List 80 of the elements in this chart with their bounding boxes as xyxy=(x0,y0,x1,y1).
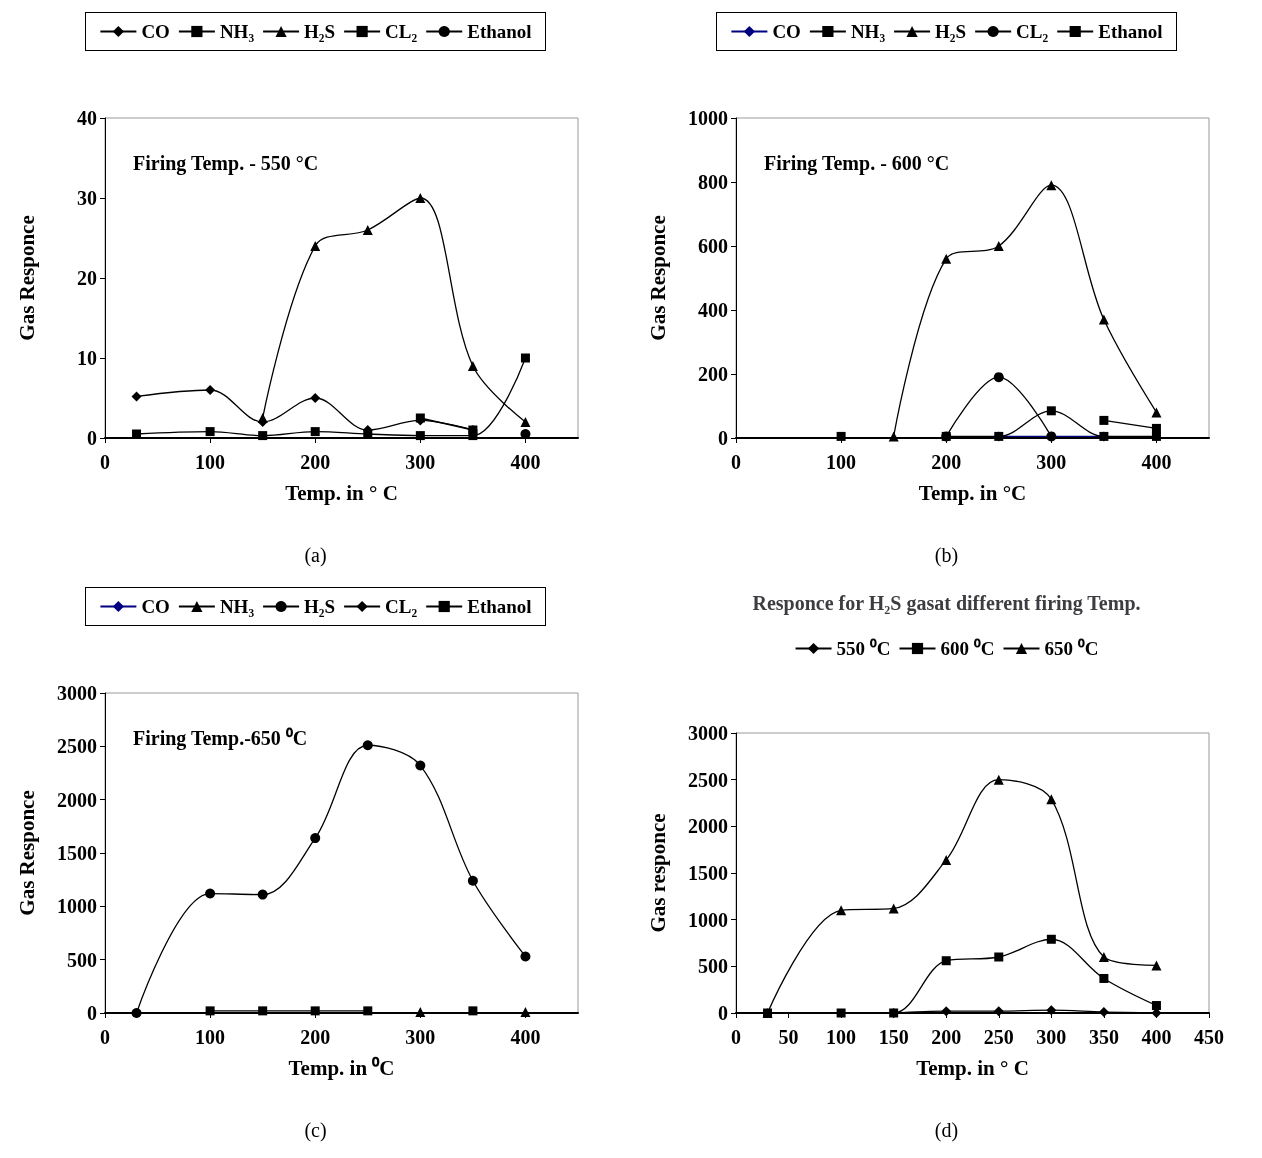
y-tick-label: 20 xyxy=(77,267,97,289)
legend-label: H₂S xyxy=(304,21,336,42)
x-tick-label: 100 xyxy=(826,451,857,473)
x-tick-label: 300 xyxy=(405,1026,436,1048)
y-tick-label: 1000 xyxy=(57,895,97,918)
x-tick-label: 300 xyxy=(405,451,436,473)
text: (c) xyxy=(304,1119,327,1142)
y-axis-title: Gas Responce xyxy=(14,790,39,916)
legend-label: 550 ⁰C xyxy=(836,638,891,659)
x-axis-title: Temp. in ° C xyxy=(916,1055,1029,1080)
legend-label: 600 ⁰C xyxy=(940,638,995,659)
y-tick-label: 200 xyxy=(698,363,728,385)
legend-label: Ethanol xyxy=(467,21,532,42)
y-tick-label: 1000 xyxy=(688,107,728,129)
x-tick-label: 200 xyxy=(300,451,331,473)
x-tick-label: 250 xyxy=(983,1026,1014,1048)
y-tick-label: 0 xyxy=(718,427,728,449)
x-tick-label: 50 xyxy=(778,1026,799,1048)
y-tick-label: 400 xyxy=(698,299,728,321)
y-tick-label: 40 xyxy=(77,107,97,129)
legend-label: CL₂ xyxy=(1016,21,1049,42)
x-tick-label: 150 xyxy=(878,1026,909,1048)
y-tick-label: 2000 xyxy=(688,815,728,838)
x-tick-label: 100 xyxy=(195,451,226,473)
y-tick-label: 3000 xyxy=(57,682,97,704)
x-tick-label: 400 xyxy=(1141,1026,1172,1048)
legend-label: Ethanol xyxy=(1098,21,1163,42)
legend-label: NH₃ xyxy=(219,596,255,617)
x-tick-label: 400 xyxy=(510,1026,541,1048)
legend-label: H₂S xyxy=(935,21,967,42)
y-tick-label: 800 xyxy=(698,171,728,193)
x-tick-label: 400 xyxy=(1141,451,1172,473)
x-axis-title: Temp. in ° C xyxy=(285,480,398,505)
y-tick-label: 1000 xyxy=(688,908,728,931)
y-tick-label: 2500 xyxy=(688,768,728,791)
x-tick-label: 450 xyxy=(1194,1026,1224,1048)
y-tick-label: 0 xyxy=(718,1002,728,1024)
x-tick-label: 300 xyxy=(1036,451,1067,473)
y-axis-title: Gas responce xyxy=(645,813,670,933)
legend-label: 650 ⁰C xyxy=(1044,638,1099,659)
chart-title: Responce for H₂S gasat different firing Temp. xyxy=(752,592,1141,615)
y-tick-label: 2000 xyxy=(57,788,97,811)
y-tick-label: 0 xyxy=(87,427,97,449)
legend-label: CL₂ xyxy=(385,596,418,617)
legend-label: H₂S xyxy=(304,596,336,617)
legend-label: CO xyxy=(772,21,801,42)
legend-label: NH₃ xyxy=(219,21,255,42)
y-tick-label: 1500 xyxy=(57,842,97,864)
x-tick-label: 100 xyxy=(826,1026,857,1048)
y-tick-label: 600 xyxy=(698,235,728,257)
legend-label: CL₂ xyxy=(385,21,418,42)
x-tick-label: 200 xyxy=(931,451,962,473)
y-axis-title: Gas Responce xyxy=(14,215,39,341)
x-tick-label: 400 xyxy=(510,451,541,473)
y-tick-label: 10 xyxy=(77,347,97,369)
legend-label: NH₃ xyxy=(850,21,886,42)
text: (b) xyxy=(934,544,959,567)
legend-label: CO xyxy=(141,596,170,617)
x-tick-label: 350 xyxy=(1088,1026,1119,1048)
annotation: Firing Temp.-650 ⁰C xyxy=(133,727,308,750)
y-tick-label: 1500 xyxy=(688,862,728,884)
y-tick-label: 2500 xyxy=(57,735,97,758)
y-axis-title: Gas Responce xyxy=(645,215,670,341)
y-tick-label: 500 xyxy=(698,955,728,978)
x-tick-label: 200 xyxy=(300,1026,331,1048)
y-tick-label: 500 xyxy=(67,948,97,971)
y-tick-label: 30 xyxy=(77,187,97,209)
x-tick-label: 300 xyxy=(1036,1026,1067,1048)
y-tick-label: 0 xyxy=(87,1002,97,1024)
y-tick-label: 3000 xyxy=(688,722,728,744)
x-tick-label: 200 xyxy=(931,1026,962,1048)
text: (d) xyxy=(934,1119,959,1142)
legend-label: Ethanol xyxy=(467,596,532,617)
legend-label: CO xyxy=(141,21,170,42)
x-tick-label: 100 xyxy=(195,1026,226,1048)
x-axis-title: Temp. in °C xyxy=(918,480,1027,505)
annotation: Firing Temp. - 600 °C xyxy=(764,152,950,175)
text: (a) xyxy=(304,544,327,567)
annotation: Firing Temp. - 550 °C xyxy=(133,152,319,175)
x-axis-title: Temp. in ⁰C xyxy=(288,1055,395,1080)
